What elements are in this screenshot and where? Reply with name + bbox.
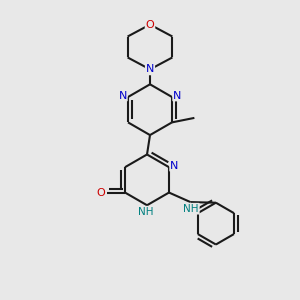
Text: N: N xyxy=(173,91,182,100)
Text: N: N xyxy=(146,64,154,74)
Text: NH: NH xyxy=(138,207,153,217)
Text: NH: NH xyxy=(183,204,199,214)
Text: N: N xyxy=(118,91,127,100)
Text: O: O xyxy=(97,188,106,198)
Text: O: O xyxy=(146,20,154,30)
Text: N: N xyxy=(170,161,178,171)
